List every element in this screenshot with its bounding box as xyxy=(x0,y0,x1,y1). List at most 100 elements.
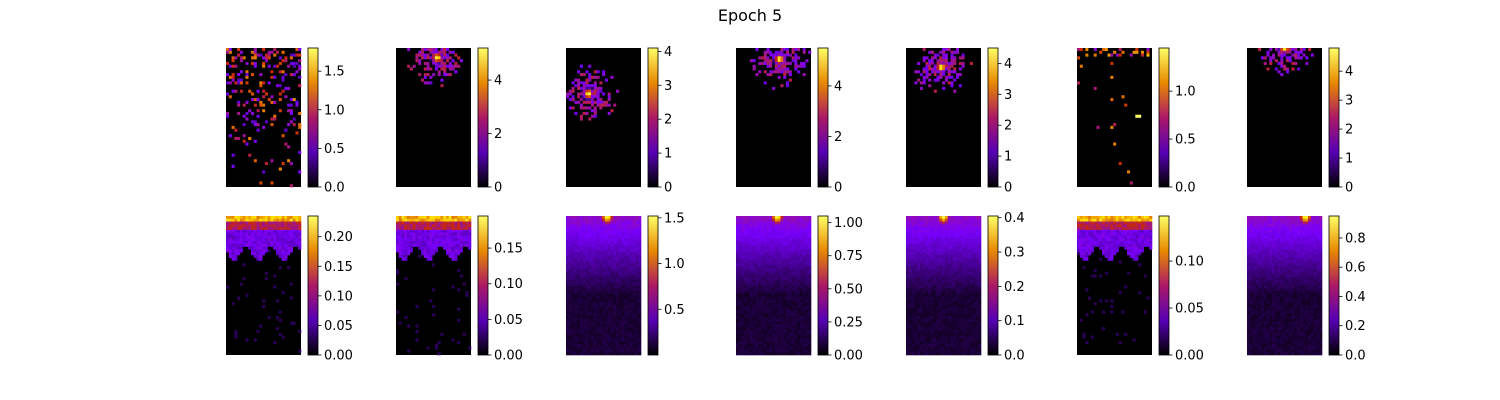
heatmap-cell xyxy=(616,249,620,253)
heatmap-cell xyxy=(928,266,932,270)
heatmap-cell xyxy=(248,229,252,233)
heatmap-cell xyxy=(415,227,419,231)
heatmap-cell xyxy=(752,341,756,345)
heatmap-cell xyxy=(610,227,614,231)
heatmap-cell xyxy=(434,218,438,222)
heatmap-cell xyxy=(599,307,603,311)
heatmap-cell xyxy=(577,277,581,281)
heatmap-cell xyxy=(443,61,447,65)
heatmap-cell xyxy=(1294,56,1298,60)
heatmap-cell xyxy=(928,61,932,65)
heatmap-cell xyxy=(627,246,631,250)
heatmap-cell xyxy=(579,279,583,284)
heatmap-cell xyxy=(802,349,806,353)
heatmap-cell xyxy=(758,229,762,233)
heatmap-cell xyxy=(281,243,285,247)
heatmap-cell xyxy=(906,249,910,253)
heatmap-cell xyxy=(432,288,436,292)
heatmap-cell xyxy=(289,238,293,242)
heatmap-cell xyxy=(591,349,595,353)
heatmap-cell xyxy=(287,224,291,228)
heatmap-cell xyxy=(604,260,608,264)
heatmap-cell xyxy=(446,73,450,77)
heatmap-cell xyxy=(440,59,444,63)
heatmap-cell xyxy=(440,67,444,71)
heatmap-cell xyxy=(805,335,809,339)
heatmap-cell xyxy=(242,134,246,138)
heatmap-cell xyxy=(635,327,639,331)
heatmap-cell xyxy=(906,243,910,247)
heatmap-cell xyxy=(736,341,740,345)
heatmap-cell xyxy=(599,257,603,261)
heatmap-cell xyxy=(585,98,589,102)
heatmap-cell xyxy=(783,343,787,347)
heatmap-cell xyxy=(780,271,784,275)
heatmap-cell xyxy=(794,332,798,336)
heatmap-cell xyxy=(593,313,597,317)
heatmap-cell xyxy=(579,321,583,325)
heatmap-cell xyxy=(763,59,767,63)
heatmap-cell xyxy=(571,235,575,239)
heatmap-cell xyxy=(284,221,288,225)
heatmap-cell xyxy=(404,229,408,233)
heatmap-cell xyxy=(919,232,923,236)
heatmap-cell xyxy=(566,307,570,311)
heatmap-cell xyxy=(462,235,466,239)
heatmap-cell xyxy=(791,321,795,325)
heatmap-cell xyxy=(262,224,266,228)
heatmap-cell xyxy=(412,218,416,222)
heatmap-cell xyxy=(618,293,622,297)
heatmap-cell xyxy=(961,224,965,228)
heatmap-cell xyxy=(404,216,408,220)
heatmap-cell xyxy=(226,48,230,52)
heatmap-cell xyxy=(783,227,787,231)
heatmap-cell xyxy=(766,48,770,52)
heatmap-cell xyxy=(788,73,792,77)
heatmap-cell xyxy=(582,254,586,258)
heatmap-cell xyxy=(259,249,263,253)
heatmap-cell xyxy=(591,316,595,320)
heatmap-cell xyxy=(794,249,798,253)
heatmap-cell xyxy=(574,279,578,284)
heatmap-cell xyxy=(783,291,787,295)
heatmap-cell xyxy=(618,302,622,306)
heatmap-cell xyxy=(749,279,753,284)
heatmap-cell xyxy=(289,218,293,222)
heatmap-cell xyxy=(599,243,603,247)
heatmap-cell xyxy=(788,332,792,336)
heatmap-cell xyxy=(259,229,263,233)
heatmap-cell xyxy=(797,221,801,225)
heatmap-cell xyxy=(574,277,578,281)
heatmap-cell xyxy=(604,282,608,286)
heatmap-cell xyxy=(1291,61,1295,65)
heatmap-cell xyxy=(777,271,781,275)
heatmap-cell xyxy=(289,321,293,325)
heatmap-cell xyxy=(593,316,597,320)
heatmap-cell xyxy=(289,61,293,65)
heatmap-cell xyxy=(457,218,461,222)
heatmap-cell xyxy=(418,238,422,242)
heatmap-cell xyxy=(906,257,910,261)
heatmap-cell xyxy=(242,103,246,107)
colorbar-tick-label: 4 xyxy=(1345,65,1353,80)
heatmap-cell xyxy=(936,232,940,236)
heatmap-cell xyxy=(936,254,940,258)
heatmap-cell xyxy=(805,338,809,342)
heatmap-cell xyxy=(632,288,636,292)
heatmap-cell xyxy=(607,235,611,239)
heatmap-cell xyxy=(245,111,249,116)
heatmap-cell xyxy=(446,249,450,253)
heatmap-cell xyxy=(914,257,918,261)
heatmap-cell xyxy=(585,78,589,82)
heatmap-cell xyxy=(604,316,608,320)
heatmap-cell xyxy=(448,249,452,253)
heatmap-cell xyxy=(571,252,575,256)
heatmap-cell xyxy=(566,316,570,320)
heatmap-cell xyxy=(231,216,235,220)
heatmap-cell xyxy=(783,246,787,250)
heatmap-cell xyxy=(939,67,943,71)
heatmap-cell xyxy=(758,335,762,339)
heatmap-cell xyxy=(947,75,951,79)
heatmap-cell xyxy=(755,304,759,309)
heatmap-cell xyxy=(593,84,597,88)
